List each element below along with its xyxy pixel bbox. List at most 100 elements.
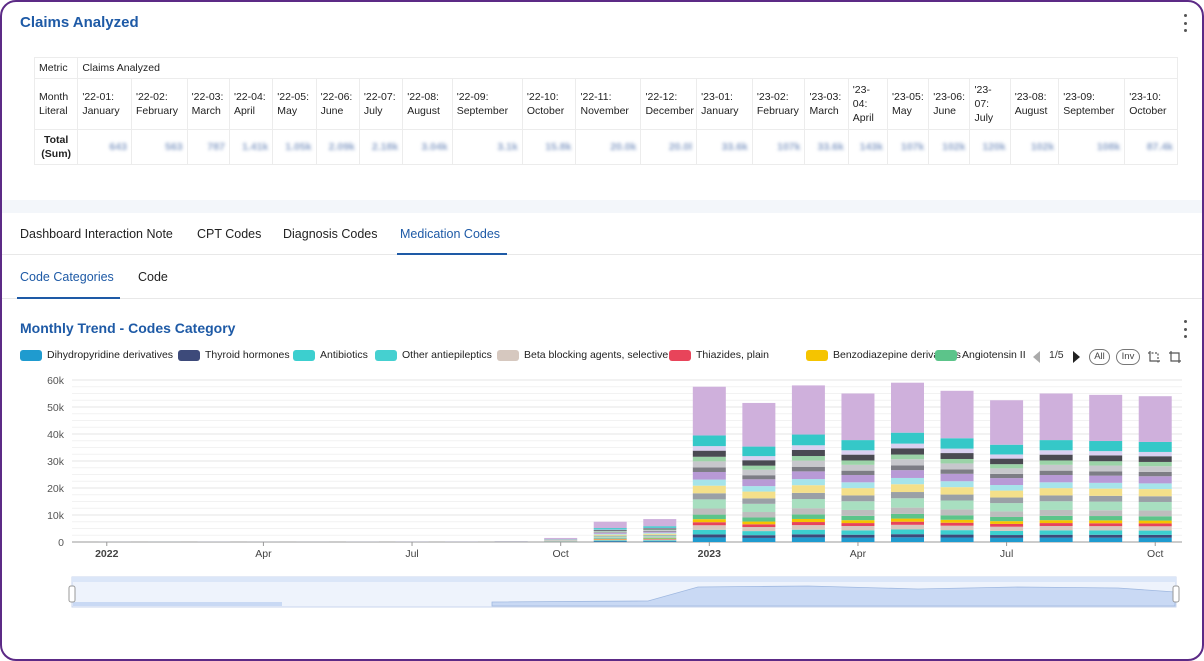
stacked-bar[interactable] [990, 400, 1024, 542]
bar-segment [990, 530, 1024, 536]
stacked-bar[interactable] [742, 402, 776, 542]
bar-segment [940, 487, 974, 495]
bar-segment [841, 537, 875, 542]
bar-segment [692, 479, 726, 486]
legend-swatch [293, 349, 315, 361]
stacked-bar[interactable] [445, 541, 479, 542]
bar-segment [940, 390, 974, 439]
legend-all-button[interactable]: All [1089, 349, 1110, 365]
bar-segment [841, 464, 875, 471]
monthly-trend-chart: 0 10k 20k 30k 40k 50k 60k 2022 Apr Jul Oct 2023 Apr J… [47, 375, 1182, 560]
total-value: 102k [928, 129, 971, 165]
bar-segment [891, 459, 924, 466]
stacked-bar[interactable] [1138, 396, 1172, 542]
bar-segment [940, 515, 974, 520]
legend-item[interactable]: Thiazides, plain [669, 349, 769, 361]
chevron-left-icon[interactable] [1032, 350, 1042, 364]
select-rectangle-icon[interactable] [1147, 350, 1161, 364]
legend-swatch [20, 349, 42, 361]
stacked-bar[interactable] [692, 386, 726, 542]
select-lasso-icon[interactable] [1168, 350, 1182, 364]
trend-more-vertical-icon[interactable] [1181, 320, 1189, 338]
stacked-bar[interactable] [841, 393, 875, 543]
bar-segment [940, 509, 974, 516]
bar-segment [1039, 450, 1073, 455]
legend-item[interactable]: Beta blocking agents, selective [497, 349, 668, 361]
total-value: 15.8k [522, 129, 577, 165]
data-zoom-slider[interactable] [68, 575, 1180, 611]
bar-segment [643, 535, 677, 538]
bar-segment [643, 531, 677, 533]
bar-segment [742, 486, 776, 492]
bar-segment [643, 533, 677, 535]
bar-segment [791, 449, 825, 457]
tab-cpt-codes[interactable]: CPT Codes [197, 227, 262, 241]
subtab-code-categories[interactable]: Code Categories [20, 270, 114, 284]
stacked-bar[interactable] [643, 519, 677, 542]
legend-item[interactable]: Antibiotics [293, 349, 368, 361]
legend-item[interactable]: Thyroid hormones [178, 349, 290, 361]
legend-item[interactable]: Dihydropyridine derivatives [20, 349, 173, 361]
y-tick-label: 60k [47, 375, 65, 387]
y-tick-label: 40k [47, 429, 65, 441]
sub-tabs: Code Categories Code [2, 255, 1202, 299]
stacked-bar[interactable] [593, 521, 627, 542]
total-value: 33.6k [804, 129, 849, 165]
bar-segment [1138, 461, 1172, 467]
bar-segment [891, 524, 924, 530]
stacked-bar[interactable] [1089, 394, 1123, 542]
bar-segment [593, 537, 627, 539]
bar-segment [990, 511, 1024, 517]
bar-segment [841, 450, 875, 455]
stacked-bar[interactable] [395, 541, 429, 542]
bar-segment [891, 507, 924, 514]
stacked-bar[interactable] [494, 541, 528, 542]
bar-segment [1089, 520, 1123, 524]
month-header: '23-05: May [887, 78, 930, 130]
subtab-code[interactable]: Code [138, 270, 168, 284]
bar-segment [791, 537, 825, 542]
bar-segment [1089, 537, 1123, 542]
bar-segment [692, 534, 726, 538]
stacked-bar[interactable] [544, 537, 578, 542]
bar-segment [841, 501, 875, 510]
claims-more-vertical-icon[interactable] [1181, 14, 1189, 32]
bar-segment [544, 537, 578, 540]
month-header: '22-05: May [272, 78, 317, 130]
bar-segment [742, 446, 776, 457]
bar-segment [643, 527, 677, 529]
bar-segment [990, 497, 1024, 504]
zoom-handle-right[interactable] [1172, 585, 1180, 603]
stacked-bar[interactable] [1039, 393, 1073, 543]
legend-item[interactable]: Angiotensin II [935, 349, 1026, 361]
stacked-bar[interactable] [891, 382, 924, 542]
month-header: '23-01: January [696, 78, 753, 130]
bar-segment [940, 469, 974, 474]
stacked-bar[interactable] [940, 390, 974, 542]
bar-segment [990, 535, 1024, 538]
x-tick-label: Oct [1147, 548, 1163, 560]
bar-segment [1089, 510, 1123, 517]
legend-swatch [806, 349, 828, 361]
bar-segment [891, 470, 924, 478]
legend-item[interactable]: Other antiepileptics [375, 349, 492, 361]
legend-item[interactable]: Benzodiazepine derivatives [806, 349, 961, 361]
total-value: 787 [187, 129, 230, 165]
bar-segment [891, 454, 924, 460]
bar-segment [593, 528, 627, 530]
chevron-right-icon[interactable] [1071, 350, 1081, 364]
zoom-handle-left[interactable] [68, 585, 76, 603]
tab-dashboard-interaction-note[interactable]: Dashboard Interaction Note [20, 227, 173, 241]
bar-segment [891, 521, 924, 525]
bar-segment [940, 448, 974, 454]
tab-medication-codes[interactable]: Medication Codes [400, 227, 501, 241]
legend-inverse-button[interactable]: Inv [1116, 349, 1140, 365]
stacked-bar[interactable] [791, 385, 825, 542]
bar-segment [1089, 471, 1123, 476]
bar-segment [1089, 461, 1123, 466]
bar-segment [593, 540, 627, 542]
bar-segment [891, 432, 924, 444]
tab-diagnosis-codes[interactable]: Diagnosis Codes [283, 227, 378, 241]
bar-segment [1138, 530, 1172, 535]
total-value: 102k [1010, 129, 1060, 165]
